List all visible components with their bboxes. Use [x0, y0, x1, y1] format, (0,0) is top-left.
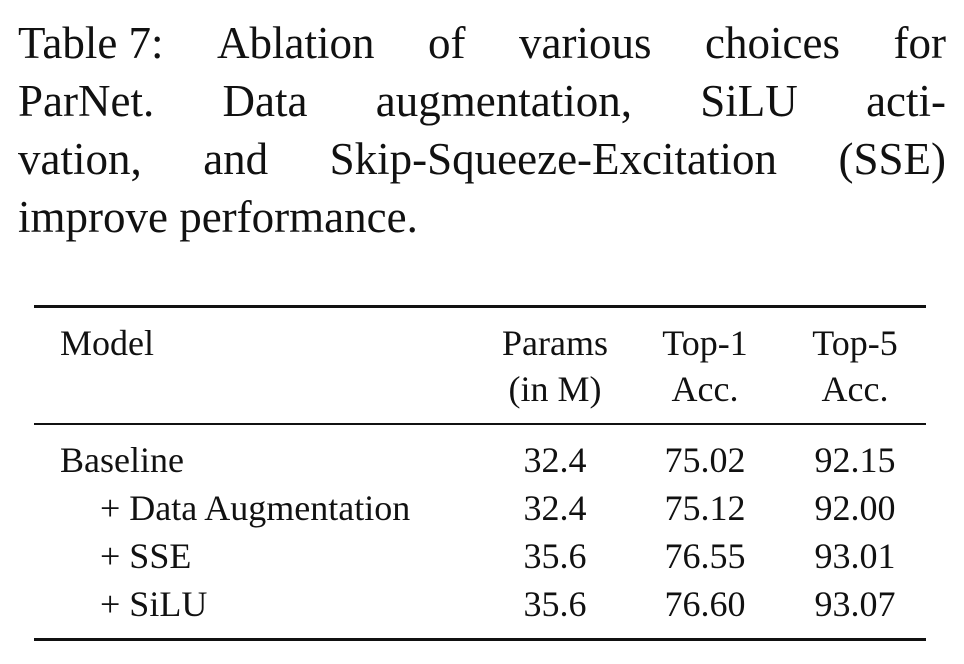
row-top1: 75.02 [664, 440, 746, 480]
row-params: 32.4 [523, 488, 587, 528]
header-params-line1: Params [502, 323, 608, 363]
header-params-line2: (in M) [508, 369, 602, 409]
row-top5: 93.01 [814, 536, 896, 576]
caption-word: augmentation, [375, 76, 632, 126]
caption-line-2: ParNet. Data augmentation, SiLU acti- [18, 72, 946, 130]
header-top1-line2: Acc. [671, 369, 739, 409]
caption-word: and [203, 134, 269, 184]
caption-line-3: vation, and Skip-Squeeze-Excitation (SSE… [18, 130, 946, 188]
row-top5: 93.07 [814, 584, 896, 624]
table-top-rule [34, 305, 926, 308]
row-model-sse: + SSE [100, 536, 192, 576]
header-top5-line1: Top-5 [812, 323, 898, 363]
caption-word: Data [222, 76, 308, 126]
caption-line-1: Table 7: Ablation of various choices for [18, 14, 946, 72]
caption-word: various [519, 18, 652, 68]
caption-word: (SSE) [838, 134, 946, 184]
caption-word: SiLU [700, 76, 798, 126]
caption-word: improve performance. [18, 192, 418, 242]
header-top5-line2: Acc. [821, 369, 889, 409]
row-model-silu: + SiLU [100, 584, 208, 624]
row-top1: 76.55 [664, 536, 746, 576]
header-top1-line1: Top-1 [662, 323, 748, 363]
table-caption: Table 7: Ablation of various choices for… [18, 14, 946, 246]
row-model-data-augmentation: + Data Augmentation [100, 488, 411, 528]
header-model: Model [60, 323, 154, 363]
caption-word: vation, [18, 134, 142, 184]
table-header-rule [34, 423, 926, 425]
caption-word: Skip-Squeeze-Excitation [329, 134, 777, 184]
caption-word: Ablation [217, 18, 375, 68]
caption-word: Table 7: [18, 18, 164, 68]
caption-word: choices [705, 18, 840, 68]
row-params: 35.6 [523, 584, 587, 624]
caption-word: acti- [866, 76, 946, 126]
caption-word: ParNet. [18, 76, 155, 126]
row-model-baseline: Baseline [60, 440, 184, 480]
caption-word: of [428, 18, 466, 68]
row-top1: 75.12 [664, 488, 746, 528]
row-params: 32.4 [523, 440, 587, 480]
row-top5: 92.15 [814, 440, 896, 480]
row-params: 35.6 [523, 536, 587, 576]
row-top1: 76.60 [664, 584, 746, 624]
row-top5: 92.00 [814, 488, 896, 528]
table-bottom-rule [34, 638, 926, 641]
caption-word: for [893, 18, 946, 68]
caption-line-4: improve performance. [18, 188, 946, 246]
